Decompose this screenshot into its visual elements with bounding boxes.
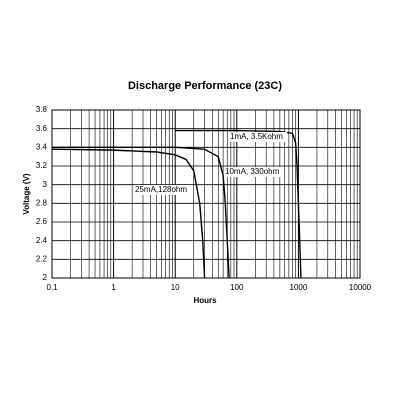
plot-frame [51,109,361,279]
y-tick-label: 3.4 [36,142,48,151]
series-label: 25mA,128ohm [135,185,187,194]
x-tick-label: 100 [230,283,244,292]
y-tick-label: 3 [43,180,48,189]
label-background [134,185,192,195]
line-series [175,129,302,279]
x-tick-label: 0.1 [46,283,58,292]
x-tick-label: 10 [171,283,180,292]
y-tick-label: 3.6 [36,124,48,133]
y-tick-label: 3.2 [36,161,48,170]
y-tick-label: 2.8 [36,198,48,207]
label-background [229,132,287,142]
y-tick-label: 2.4 [36,236,48,245]
line-series [52,146,230,279]
y-tick-label: 2.2 [36,254,48,263]
chart-title: Discharge Performance (23C) [128,80,282,92]
series-label: 10mA, 330ohm [225,167,280,176]
y-tick-label: 3.8 [36,105,48,114]
y-tick-label: 2 [43,273,48,282]
y-tick-label: 2.6 [36,217,48,226]
label-background [224,167,282,177]
x-tick-label: 1000 [290,283,308,292]
line-series [51,148,206,279]
series-label: 1mA, 3.5Kohm [230,132,283,141]
y-axis-label: Voltage (V) [22,173,31,215]
x-axis-label: Hours [193,296,217,305]
x-tick-label: 10000 [349,283,372,292]
x-tick-label: 1 [111,283,116,292]
